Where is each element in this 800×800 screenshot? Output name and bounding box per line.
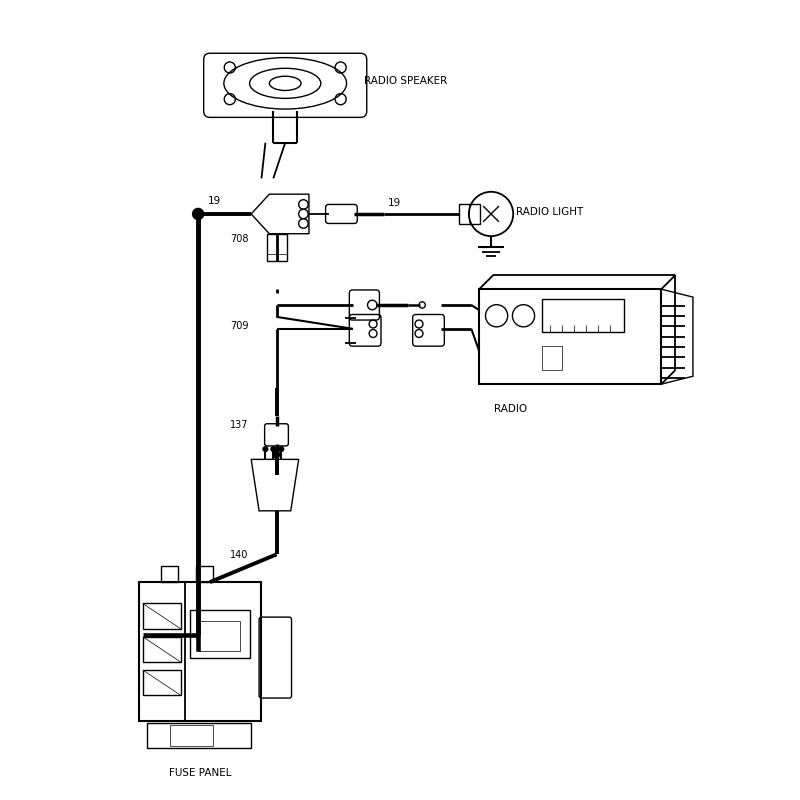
Bar [170, 726, 214, 746]
Text: 708: 708 [230, 234, 248, 244]
Circle shape [263, 446, 268, 451]
Circle shape [193, 209, 204, 219]
Bar [479, 289, 662, 384]
Circle shape [271, 446, 276, 451]
Text: RADIO: RADIO [494, 404, 527, 414]
Bar [142, 670, 181, 695]
Text: 19: 19 [208, 196, 221, 206]
Bar [161, 566, 178, 582]
Bar [267, 234, 286, 262]
Text: 137: 137 [230, 420, 248, 430]
Bar [196, 566, 213, 582]
Bar [542, 346, 562, 370]
Circle shape [279, 446, 284, 451]
Bar [197, 621, 240, 651]
Bar [190, 610, 250, 658]
Text: RADIO LIGHT: RADIO LIGHT [516, 207, 584, 218]
Text: 140: 140 [230, 550, 248, 561]
Text: RADIO SPEAKER: RADIO SPEAKER [364, 76, 448, 86]
Bar [138, 582, 262, 721]
Bar [146, 723, 251, 748]
Bar [142, 603, 181, 629]
Bar [542, 298, 625, 332]
Circle shape [274, 451, 280, 458]
Text: 19: 19 [388, 198, 402, 208]
Bar [142, 637, 181, 662]
Text: 709: 709 [230, 321, 248, 331]
Text: FUSE PANEL: FUSE PANEL [169, 768, 231, 778]
